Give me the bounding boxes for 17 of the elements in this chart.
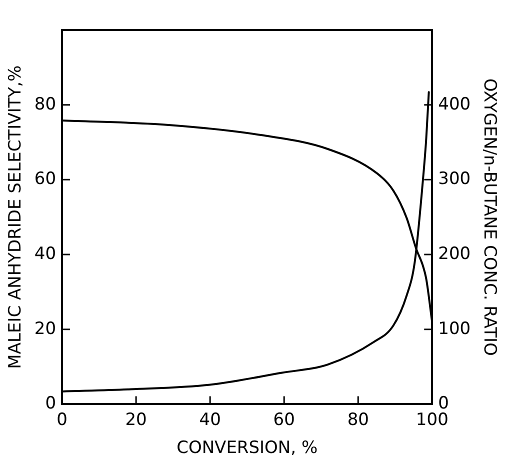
y-axis-title: MALEIC ANHYDRIDE SELECTIVITY,% <box>6 65 26 369</box>
y-tick-label: 0 <box>45 394 56 414</box>
y-tick-label: 80 <box>34 94 56 114</box>
x-tick-label: 80 <box>347 410 369 430</box>
y-tick-label: 20 <box>34 318 56 339</box>
y2-tick-label: 200 <box>438 244 471 264</box>
y-tick-label: 60 <box>34 169 56 190</box>
x-tick-label: 20 <box>125 410 147 430</box>
y2-tick-label: 400 <box>438 94 471 114</box>
x-tick-label: 60 <box>273 410 295 430</box>
x-axis-title: CONVERSION, % <box>176 438 318 458</box>
y2-tick-label: 300 <box>438 169 471 190</box>
x-tick-label: 100 <box>416 410 448 430</box>
y2-axis-title: OXYGEN/n-BUTANE CONC. RATIO <box>479 78 500 356</box>
x-tick-label: 40 <box>199 410 221 430</box>
y2-tick-label: 100 <box>438 318 471 339</box>
y-tick-label: 40 <box>34 244 56 264</box>
